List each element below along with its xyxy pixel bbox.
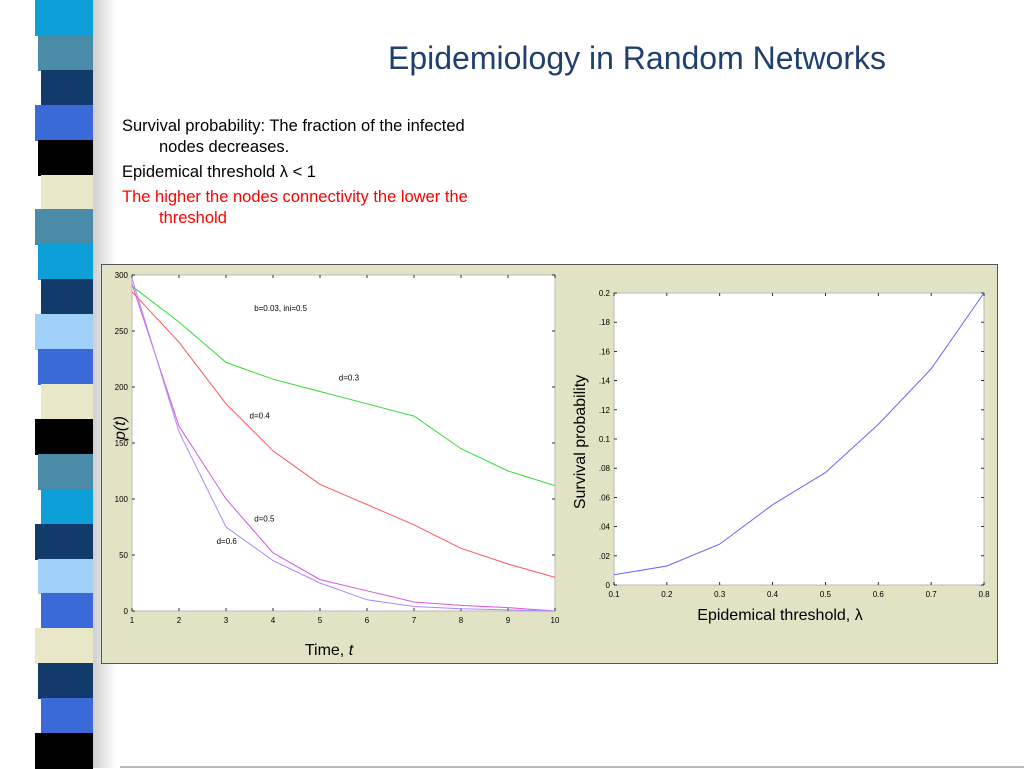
x-tick-label: 8 xyxy=(459,616,464,625)
x-axis-label: Epidemical threshold, λ xyxy=(697,607,862,624)
stripe-segment xyxy=(35,0,93,36)
x-tick-label: 0.4 xyxy=(767,590,779,599)
bullet-threshold: Epidemical threshold λ < 1 xyxy=(122,163,316,181)
stripe-segment xyxy=(41,488,93,525)
stripe-segment xyxy=(41,698,93,735)
stripe-segment xyxy=(41,69,93,106)
plot-area-1 xyxy=(131,274,556,612)
x-axis-label: Time, t xyxy=(305,642,354,659)
x-tick-label: 5 xyxy=(318,616,323,625)
stripe-segment xyxy=(41,593,93,630)
x-tick-label: 0.2 xyxy=(661,590,673,599)
stripe-segment xyxy=(38,139,93,176)
chart-annotation: b=0.03, ini=0.5 xyxy=(254,304,307,313)
stripe-segment xyxy=(38,244,93,281)
x-tick-label: 6 xyxy=(365,616,370,625)
series-line-4 xyxy=(131,278,556,612)
bullet-survival: Survival probability: The fraction of th… xyxy=(122,117,465,156)
stripe-segment xyxy=(35,628,93,665)
stripe-segment xyxy=(35,733,93,769)
y-tick-label: .12 xyxy=(599,406,611,415)
y-tick-label: 0 xyxy=(606,581,611,590)
stripe-segment xyxy=(38,349,93,385)
stripe-segment xyxy=(41,174,93,211)
y-tick-label: 250 xyxy=(115,327,129,336)
x-tick-label: 9 xyxy=(506,616,511,625)
y-axis-label: Survival probability xyxy=(572,375,589,509)
footer-divider xyxy=(120,766,1024,768)
x-tick-label: 2 xyxy=(177,616,182,625)
x-tick-label: 0.5 xyxy=(820,590,832,599)
y-tick-label: 0.2 xyxy=(599,289,611,298)
y-tick-label: 0 xyxy=(124,607,129,616)
chart-annotation: d=0.6 xyxy=(217,537,238,546)
y-axis-label: p(t) xyxy=(112,416,129,441)
stripe-segment xyxy=(35,209,93,246)
stripe-segment xyxy=(38,558,93,595)
y-tick-label: 150 xyxy=(115,439,129,448)
x-tick-label: 0.7 xyxy=(926,590,938,599)
y-tick-label: 200 xyxy=(115,383,129,392)
y-tick-label: 100 xyxy=(115,495,129,504)
x-tick-label: 4 xyxy=(271,616,276,625)
x-tick-label: 10 xyxy=(551,616,560,625)
stripe-segment xyxy=(35,104,93,141)
y-tick-label: .02 xyxy=(599,552,611,561)
slide-title: Epidemiology in Random Networks xyxy=(388,40,886,76)
series-line-2 xyxy=(131,291,556,578)
x-tick-label: 0.8 xyxy=(978,590,990,599)
x-tick-label: 0.1 xyxy=(608,590,620,599)
chart-annotation: d=0.5 xyxy=(254,514,275,523)
x-tick-label: 0.3 xyxy=(714,590,726,599)
series-line-1 xyxy=(613,292,985,576)
stripe-segment xyxy=(41,384,93,420)
y-tick-label: .14 xyxy=(599,377,611,386)
x-tick-label: 1 xyxy=(130,616,135,625)
series-line-3 xyxy=(131,283,556,612)
chart-annotation: d=0.4 xyxy=(250,411,271,420)
y-tick-label: 50 xyxy=(119,551,128,560)
stripe-segment xyxy=(38,34,93,71)
stripe-segment xyxy=(35,314,93,351)
series-line-1 xyxy=(131,285,556,487)
stripe-segment xyxy=(35,523,93,560)
x-tick-label: 0.6 xyxy=(873,590,885,599)
bullet-connectivity: The higher the nodes connectivity the lo… xyxy=(122,188,468,227)
plot-area-2 xyxy=(613,292,985,586)
stripe-segment xyxy=(38,663,93,700)
bullet-list: Survival probability: The fraction of th… xyxy=(122,116,482,233)
y-tick-label: .16 xyxy=(599,347,611,356)
y-tick-label: 0.1 xyxy=(599,435,611,444)
decorative-stripe-bar xyxy=(0,0,120,769)
stripe-segment xyxy=(41,279,93,316)
stripe-segment xyxy=(35,418,93,455)
y-tick-label: 300 xyxy=(115,271,129,280)
y-tick-label: .06 xyxy=(599,493,611,502)
y-tick-label: .04 xyxy=(599,523,611,532)
y-tick-label: .18 xyxy=(599,318,611,327)
figure-panel: 1 2 3 4 5 6 7 8 9 10 0 50 100 150 200 250 300 b=0.03, ini… xyxy=(101,264,998,664)
stripe-segment xyxy=(38,453,93,490)
x-tick-label: 3 xyxy=(224,616,229,625)
x-tick-label: 7 xyxy=(412,616,417,625)
y-tick-label: .08 xyxy=(599,464,611,473)
chart-annotation: d=0.3 xyxy=(339,373,360,382)
